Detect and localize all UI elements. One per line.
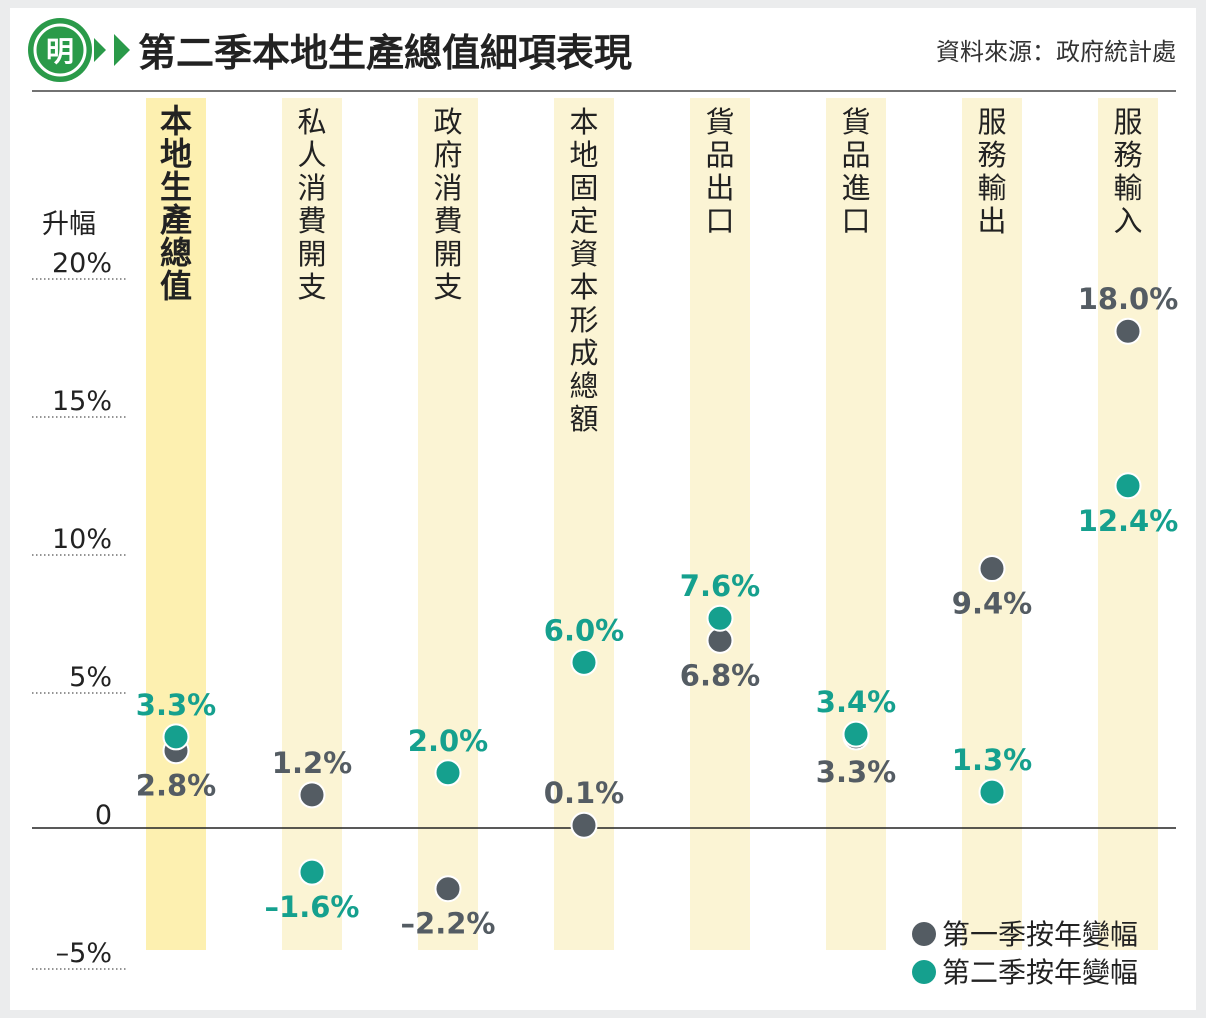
category-label: 服務輸入 — [1113, 105, 1142, 238]
data-point — [570, 648, 598, 676]
data-point — [1114, 472, 1142, 500]
category-band — [1098, 98, 1158, 950]
page-title: 第二季本地生產總值細項表現 — [138, 31, 632, 75]
data-label: 6.8% — [680, 658, 760, 692]
data-label: 7.6% — [680, 569, 760, 603]
data-point — [978, 555, 1006, 583]
category-band — [962, 98, 1022, 950]
data-point — [434, 875, 462, 903]
legend-marker — [912, 960, 936, 984]
data-point — [434, 759, 462, 787]
data-point — [706, 604, 734, 632]
category-label: 貨品進口 — [841, 105, 870, 238]
legend-label: 第二季按年變幅 — [942, 956, 1138, 989]
y-tick-label: 20% — [52, 248, 112, 279]
category-band — [146, 98, 206, 950]
legend-marker — [912, 922, 936, 946]
data-point — [570, 811, 598, 839]
category-label: 貨品出口 — [705, 105, 734, 238]
data-label: 3.4% — [816, 685, 896, 719]
category-label: 政府消費開支 — [433, 105, 462, 304]
logo-text: 明 — [46, 35, 74, 68]
category-label: 本地生產總值 — [160, 102, 192, 305]
legend-label: 第一季按年變幅 — [942, 918, 1138, 951]
y-tick-label: 0 — [95, 800, 112, 831]
data-label: –2.2% — [401, 907, 496, 941]
data-point — [298, 781, 326, 809]
data-label: 2.8% — [136, 769, 216, 803]
source-note: 資料來源：政府統計處 — [936, 38, 1176, 66]
data-label: 2.0% — [408, 724, 488, 758]
data-label: 3.3% — [816, 755, 896, 789]
data-points: 2.8% 1.2% –2.2% 0.1% 6.8% 3.3% 9.4% 18.0% 3.3% –1… — [136, 282, 1179, 941]
data-label: 18.0% — [1078, 282, 1179, 316]
data-label: 0.1% — [544, 776, 624, 810]
category-band — [690, 98, 750, 950]
data-point — [162, 723, 190, 751]
category-label: 本地固定資本形成總額 — [569, 105, 598, 436]
logo-badge: 明 — [28, 18, 130, 82]
chart-svg: 明 第二季本地生產總值細項表現 資料來源：政府統計處 升幅 20% 15% 10% 5… — [28, 18, 1179, 989]
category-bands — [146, 98, 1158, 950]
data-label: 12.4% — [1078, 504, 1179, 538]
data-label: 3.3% — [136, 688, 216, 722]
category-band — [418, 98, 478, 950]
y-axis: 升幅 20% 15% 10% 5% 0 –5% — [42, 209, 112, 969]
data-point — [842, 720, 870, 748]
data-label: 1.2% — [272, 746, 352, 780]
category-band — [554, 98, 614, 950]
y-tick-label: 10% — [52, 524, 112, 555]
data-point — [1114, 317, 1142, 345]
y-axis-label: 升幅 — [42, 209, 96, 240]
y-tick-label: 5% — [69, 662, 112, 693]
data-point — [298, 858, 326, 886]
data-label: 9.4% — [952, 587, 1032, 621]
y-tick-label: 15% — [52, 386, 112, 417]
data-point — [978, 778, 1006, 806]
data-label: 6.0% — [544, 613, 624, 647]
data-label: –1.6% — [265, 890, 360, 924]
y-tick-label: –5% — [56, 938, 112, 969]
chart-card: 明 第二季本地生產總值細項表現 資料來源：政府統計處 升幅 20% 15% 10% 5… — [10, 8, 1196, 1010]
category-band — [826, 98, 886, 950]
data-label: 1.3% — [952, 743, 1032, 777]
category-labels: 本地生產總值 私人消費開支 政府消費開支 本地固定資本形成總額 貨品出口 貨品進口 服務輸出… — [160, 102, 1143, 436]
y-gridlines — [32, 278, 128, 970]
category-label: 私人消費開支 — [297, 105, 326, 304]
category-label: 服務輸出 — [977, 105, 1006, 238]
